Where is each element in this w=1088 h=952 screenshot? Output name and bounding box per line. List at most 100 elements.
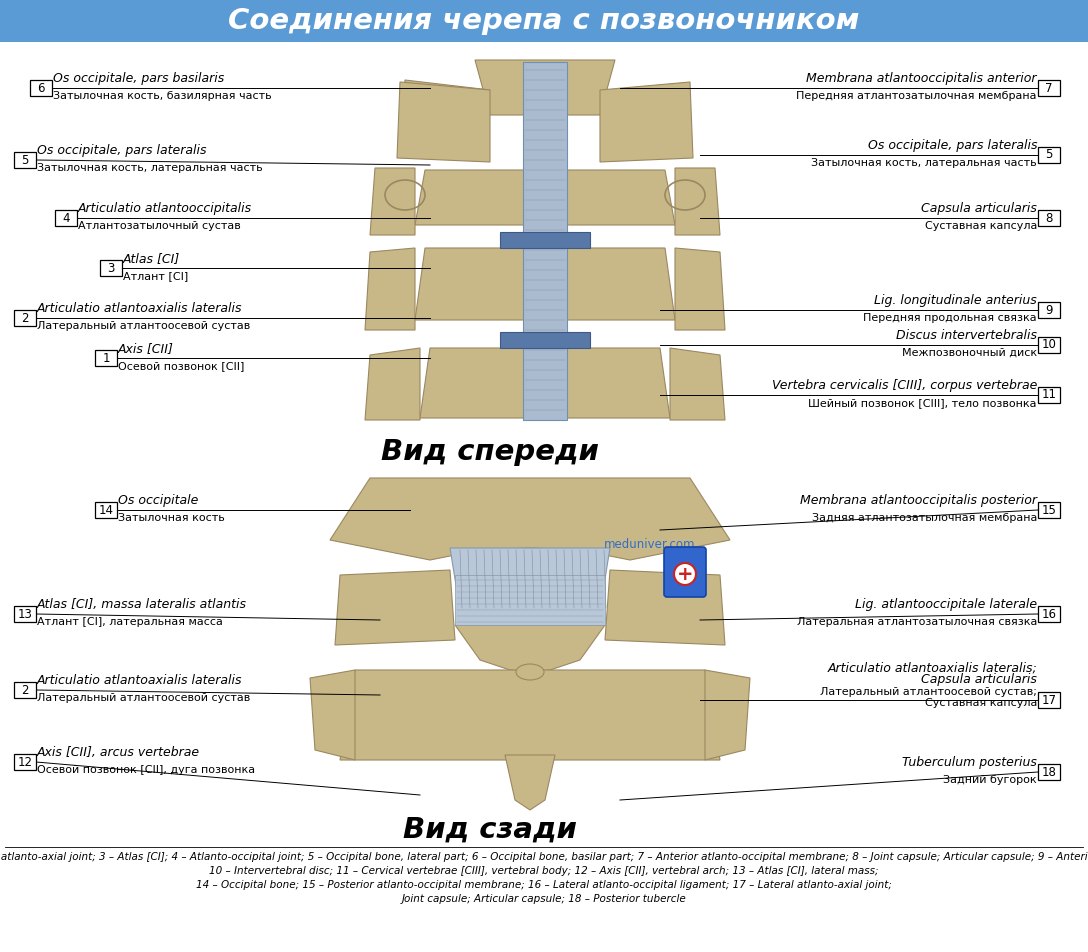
Text: Atlas [CI]: Atlas [CI] [123,252,181,265]
Text: Межпозвоночный диск: Межпозвоночный диск [902,348,1037,358]
Text: Articulatio atlantoaxialis lateralis;: Articulatio atlantoaxialis lateralis; [827,662,1037,675]
Text: 10: 10 [1041,339,1056,351]
Text: Vertebra cervicalis [CIII], corpus vertebrae: Vertebra cervicalis [CIII], corpus verte… [771,379,1037,392]
Text: 9: 9 [1046,304,1053,316]
Text: 1: 1 [102,351,110,365]
Bar [500,332,590,348]
Polygon shape [705,670,750,760]
Bar [1038,80,1060,96]
Text: Articulatio atlantooccipitalis: Articulatio atlantooccipitalis [78,202,252,215]
Polygon shape [415,248,675,320]
Bar [1038,502,1060,518]
Text: Axis [CII]: Axis [CII] [118,342,174,355]
Text: Латеральный атлантоосевой сустав: Латеральный атлантоосевой сустав [37,693,250,703]
Text: Вид спереди: Вид спереди [381,438,598,466]
Polygon shape [397,82,490,162]
Text: 8: 8 [1046,211,1053,225]
Text: 14 – Occipital bone; 15 – Posterior atlanto-occipital membrane; 16 – Lateral atl: 14 – Occipital bone; 15 – Posterior atla… [196,880,892,890]
Text: Суставная капсула: Суставная капсула [925,221,1037,231]
Polygon shape [420,348,670,418]
Text: Membrana atlantooccipitalis anterior: Membrana atlantooccipitalis anterior [806,72,1037,85]
Text: 2: 2 [22,684,28,697]
Text: Capsula articularis: Capsula articularis [922,673,1037,686]
Text: Затылочная кость, латеральная часть: Затылочная кость, латеральная часть [37,163,262,173]
Bar [523,62,567,420]
Polygon shape [335,570,455,645]
Polygon shape [310,670,355,760]
Text: Capsula articularis: Capsula articularis [922,202,1037,215]
Bar [1038,764,1060,780]
Text: 3: 3 [108,262,114,274]
Polygon shape [364,348,420,420]
Text: Передняя атлантозатылочная мембрана: Передняя атлантозатылочная мембрана [796,91,1037,101]
Bar [95,502,118,518]
Bar [1038,337,1060,353]
PathPatch shape [475,60,615,115]
Text: Lig. atlantooccipitale laterale: Lig. atlantooccipitale laterale [855,598,1037,611]
Text: 12: 12 [17,756,33,768]
Polygon shape [364,248,415,330]
Bar [14,310,36,326]
Ellipse shape [516,664,544,680]
Text: 10 – Intervertebral disc; 11 – Cervical vertebrae [CIII], vertebral body; 12 – A: 10 – Intervertebral disc; 11 – Cervical … [209,866,879,876]
Bar [1038,302,1060,318]
Text: 11: 11 [1041,388,1056,402]
Polygon shape [675,168,720,235]
Text: Затылочная кость: Затылочная кость [118,513,225,523]
Bar [30,80,52,96]
Text: Joint capsule; Articular capsule; 18 – Posterior tubercle: Joint capsule; Articular capsule; 18 – P… [401,894,687,904]
Text: 1 – Axis [CII]; 2 – Lateral atlanto-axial joint; 3 – Atlas [CI]; 4 – Atlanto-occ: 1 – Axis [CII]; 2 – Lateral atlanto-axia… [0,852,1088,862]
Text: 17: 17 [1041,693,1056,706]
Text: Вид сзади: Вид сзади [403,816,577,844]
Polygon shape [599,82,693,162]
Text: Латеральный атлантоосевой сустав: Латеральный атлантоосевой сустав [37,321,250,331]
Text: Соединения черепа с позвоночником: Соединения черепа с позвоночником [228,7,860,35]
Polygon shape [670,348,725,420]
Text: meduniver.com: meduniver.com [604,539,695,551]
Text: Os occipitale, pars lateralis: Os occipitale, pars lateralis [37,144,207,157]
Bar [14,754,36,770]
Polygon shape [370,168,415,235]
Text: +: + [677,565,693,584]
Text: Осевой позвонок [CII]: Осевой позвонок [CII] [118,361,245,371]
Polygon shape [605,570,725,645]
PathPatch shape [400,80,490,160]
Text: 2: 2 [22,311,28,325]
Text: Задняя атлантозатылочная мембрана: Задняя атлантозатылочная мембрана [812,513,1037,523]
Bar [0,0,1088,42]
Polygon shape [330,478,730,560]
Text: Атлантозатылочный сустав: Атлантозатылочный сустав [78,221,240,231]
Text: 13: 13 [17,607,33,621]
Text: Задний бугорок: Задний бугорок [943,775,1037,785]
Bar [100,260,122,276]
Bar [95,350,118,366]
Bar [1038,387,1060,403]
Text: 7: 7 [1046,82,1053,94]
Bar [55,210,77,226]
Polygon shape [505,755,555,810]
Text: Tuberculum posterius: Tuberculum posterius [902,756,1037,769]
Text: Атлант [CI], латеральная масса: Атлант [CI], латеральная масса [37,617,223,627]
Bar [1038,606,1060,622]
Bar [14,606,36,622]
Text: Затылочная кость, латеральная часть: Затылочная кость, латеральная часть [812,158,1037,168]
Polygon shape [455,625,605,672]
Bar [14,152,36,168]
Text: Затылочная кость, базилярная часть: Затылочная кость, базилярная часть [53,91,272,101]
Text: Discus intervertebralis: Discus intervertebralis [897,329,1037,342]
Text: Articulatio atlantoaxialis lateralis: Articulatio atlantoaxialis lateralis [37,674,243,687]
Ellipse shape [673,563,696,585]
Text: 15: 15 [1041,504,1056,517]
Text: Os occipitale, pars basilaris: Os occipitale, pars basilaris [53,72,224,85]
Bar [455,575,605,625]
Text: Atlas [CI], massa lateralis atlantis: Atlas [CI], massa lateralis atlantis [37,598,247,611]
Text: Axis [CII], arcus vertebrae: Axis [CII], arcus vertebrae [37,746,200,759]
Text: Os occipitale: Os occipitale [118,494,198,507]
Text: Membrana atlantooccipitalis posterior: Membrana atlantooccipitalis posterior [800,494,1037,507]
Polygon shape [450,548,610,610]
Text: Суставная капсула: Суставная капсула [925,698,1037,708]
Text: 5: 5 [1046,149,1053,162]
Bar [1038,210,1060,226]
Text: Осевой позвонок [CII], дуга позвонка: Осевой позвонок [CII], дуга позвонка [37,765,255,775]
Text: 4: 4 [62,211,70,225]
